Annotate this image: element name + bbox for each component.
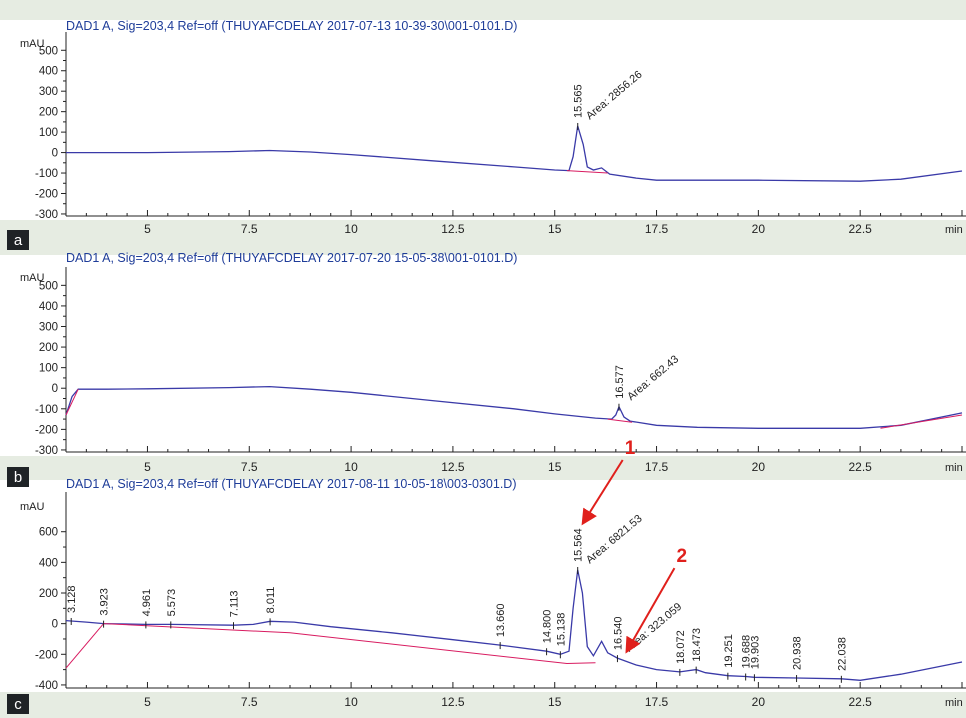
retention-time-label: 15.565	[573, 84, 585, 118]
y-tick-label: -100	[35, 404, 58, 416]
retention-time-label: 18.072	[675, 630, 687, 664]
x-tick-label: 22.5	[849, 695, 873, 709]
y-tick-label: 400	[39, 66, 58, 78]
y-tick-label: -200	[35, 188, 58, 200]
chart-title: DAD1 A, Sig=203,4 Ref=off (THUYAFCDELAY …	[66, 251, 517, 265]
plot-background	[0, 255, 966, 456]
x-tick-label: 20	[752, 460, 766, 474]
baseline-line	[566, 170, 608, 174]
y-tick-label: 400	[39, 301, 58, 313]
y-tick-label: -300	[35, 209, 58, 221]
panel-c: DAD1 A, Sig=203,4 Ref=off (THUYAFCDELAY …	[0, 438, 966, 709]
y-axis-label: mAU	[20, 38, 45, 50]
x-tick-label: 7.5	[241, 695, 258, 709]
retention-time-label: 3.923	[99, 588, 111, 616]
plot-background	[0, 20, 966, 220]
peak-callout-arrow	[625, 567, 676, 654]
y-axis-label: mAU	[20, 272, 45, 284]
y-tick-label: 100	[39, 127, 58, 139]
x-tick-label: 5	[144, 222, 151, 236]
retention-time-label: 20.938	[792, 636, 804, 670]
baseline-line	[65, 623, 596, 669]
y-tick-label: 500	[39, 280, 58, 292]
chart-title: DAD1 A, Sig=203,4 Ref=off (THUYAFCDELAY …	[66, 477, 516, 491]
y-tick-label: -300	[35, 445, 58, 457]
retention-time-label: 15.564	[573, 528, 585, 562]
plot-background	[0, 480, 966, 692]
x-tick-label: 15	[548, 460, 562, 474]
panel-a: DAD1 A, Sig=203,4 Ref=off (THUYAFCDELAY …	[0, 19, 966, 236]
y-tick-label: 300	[39, 321, 58, 333]
y-tick-label: 0	[52, 619, 58, 631]
x-tick-label: 15	[548, 222, 562, 236]
x-tick-label: 5	[144, 695, 151, 709]
y-tick-label: -100	[35, 168, 58, 180]
x-tick-label: 17.5	[645, 222, 669, 236]
y-axis-label: mAU	[20, 501, 45, 513]
retention-time-label: 16.540	[612, 616, 624, 650]
chart-title: DAD1 A, Sig=203,4 Ref=off (THUYAFCDELAY …	[66, 19, 517, 33]
x-tick-label: 10	[344, 460, 358, 474]
y-tick-label: 200	[39, 107, 58, 119]
y-tick-label: 300	[39, 86, 58, 98]
x-tick-label: 7.5	[241, 460, 258, 474]
baseline-line	[880, 414, 963, 429]
retention-time-label: 4.961	[141, 589, 153, 617]
y-tick-label: 200	[39, 342, 58, 354]
x-tick-label: 22.5	[849, 222, 873, 236]
y-tick-label: 100	[39, 363, 58, 375]
retention-time-label: 14.800	[542, 610, 554, 644]
y-tick-label: -400	[35, 680, 58, 692]
panel-b: DAD1 A, Sig=203,4 Ref=off (THUYAFCDELAY …	[0, 251, 966, 474]
y-tick-label: -200	[35, 424, 58, 436]
y-tick-label: 400	[39, 557, 58, 569]
retention-time-label: 18.473	[691, 628, 703, 662]
retention-time-label: 5.573	[166, 589, 178, 617]
retention-time-label: 8.011	[265, 587, 277, 614]
y-tick-label: 500	[39, 45, 58, 57]
x-tick-label: 12.5	[441, 222, 465, 236]
x-tick-label: 12.5	[441, 695, 465, 709]
y-tick-label: -200	[35, 649, 58, 661]
y-tick-label: 200	[39, 588, 58, 600]
y-tick-label: 600	[39, 527, 58, 539]
x-tick-label: 20	[752, 695, 766, 709]
peak-callout-number: 2	[676, 546, 687, 567]
retention-time-label: 15.138	[555, 613, 567, 647]
retention-time-label: 19.251	[723, 634, 735, 668]
x-tick-label: 22.5	[849, 460, 873, 474]
x-axis-unit: min	[945, 462, 963, 474]
panel-label-a: a	[7, 230, 29, 250]
x-tick-label: 7.5	[241, 222, 258, 236]
y-tick-label: 0	[52, 383, 58, 395]
retention-time-label: 3.128	[66, 585, 78, 613]
peak-callout-arrow	[581, 459, 624, 526]
panel-label-c: c	[7, 694, 29, 714]
x-tick-label: 10	[344, 695, 358, 709]
retention-time-label: 7.113	[229, 590, 241, 617]
retention-time-label: 22.038	[836, 637, 848, 671]
x-tick-label: 5	[144, 460, 151, 474]
x-tick-label: 12.5	[441, 460, 465, 474]
panel-label-b: b	[7, 467, 29, 487]
x-axis-unit: min	[945, 224, 963, 236]
retention-time-label: 19.903	[749, 636, 761, 670]
x-axis-unit: min	[945, 697, 963, 709]
x-tick-label: 20	[752, 222, 766, 236]
x-tick-label: 15	[548, 695, 562, 709]
baseline-line	[65, 388, 79, 416]
peak-callout-number: 1	[625, 438, 636, 459]
retention-time-label: 19.688	[741, 635, 753, 669]
x-tick-label: 10	[344, 222, 358, 236]
retention-time-label: 16.577	[614, 365, 626, 399]
x-tick-label: 17.5	[645, 695, 669, 709]
chromatogram-trace	[65, 385, 963, 429]
y-tick-label: 0	[52, 148, 58, 160]
retention-time-label: 13.660	[495, 603, 507, 637]
baseline-line	[607, 418, 633, 423]
x-tick-label: 17.5	[645, 460, 669, 474]
